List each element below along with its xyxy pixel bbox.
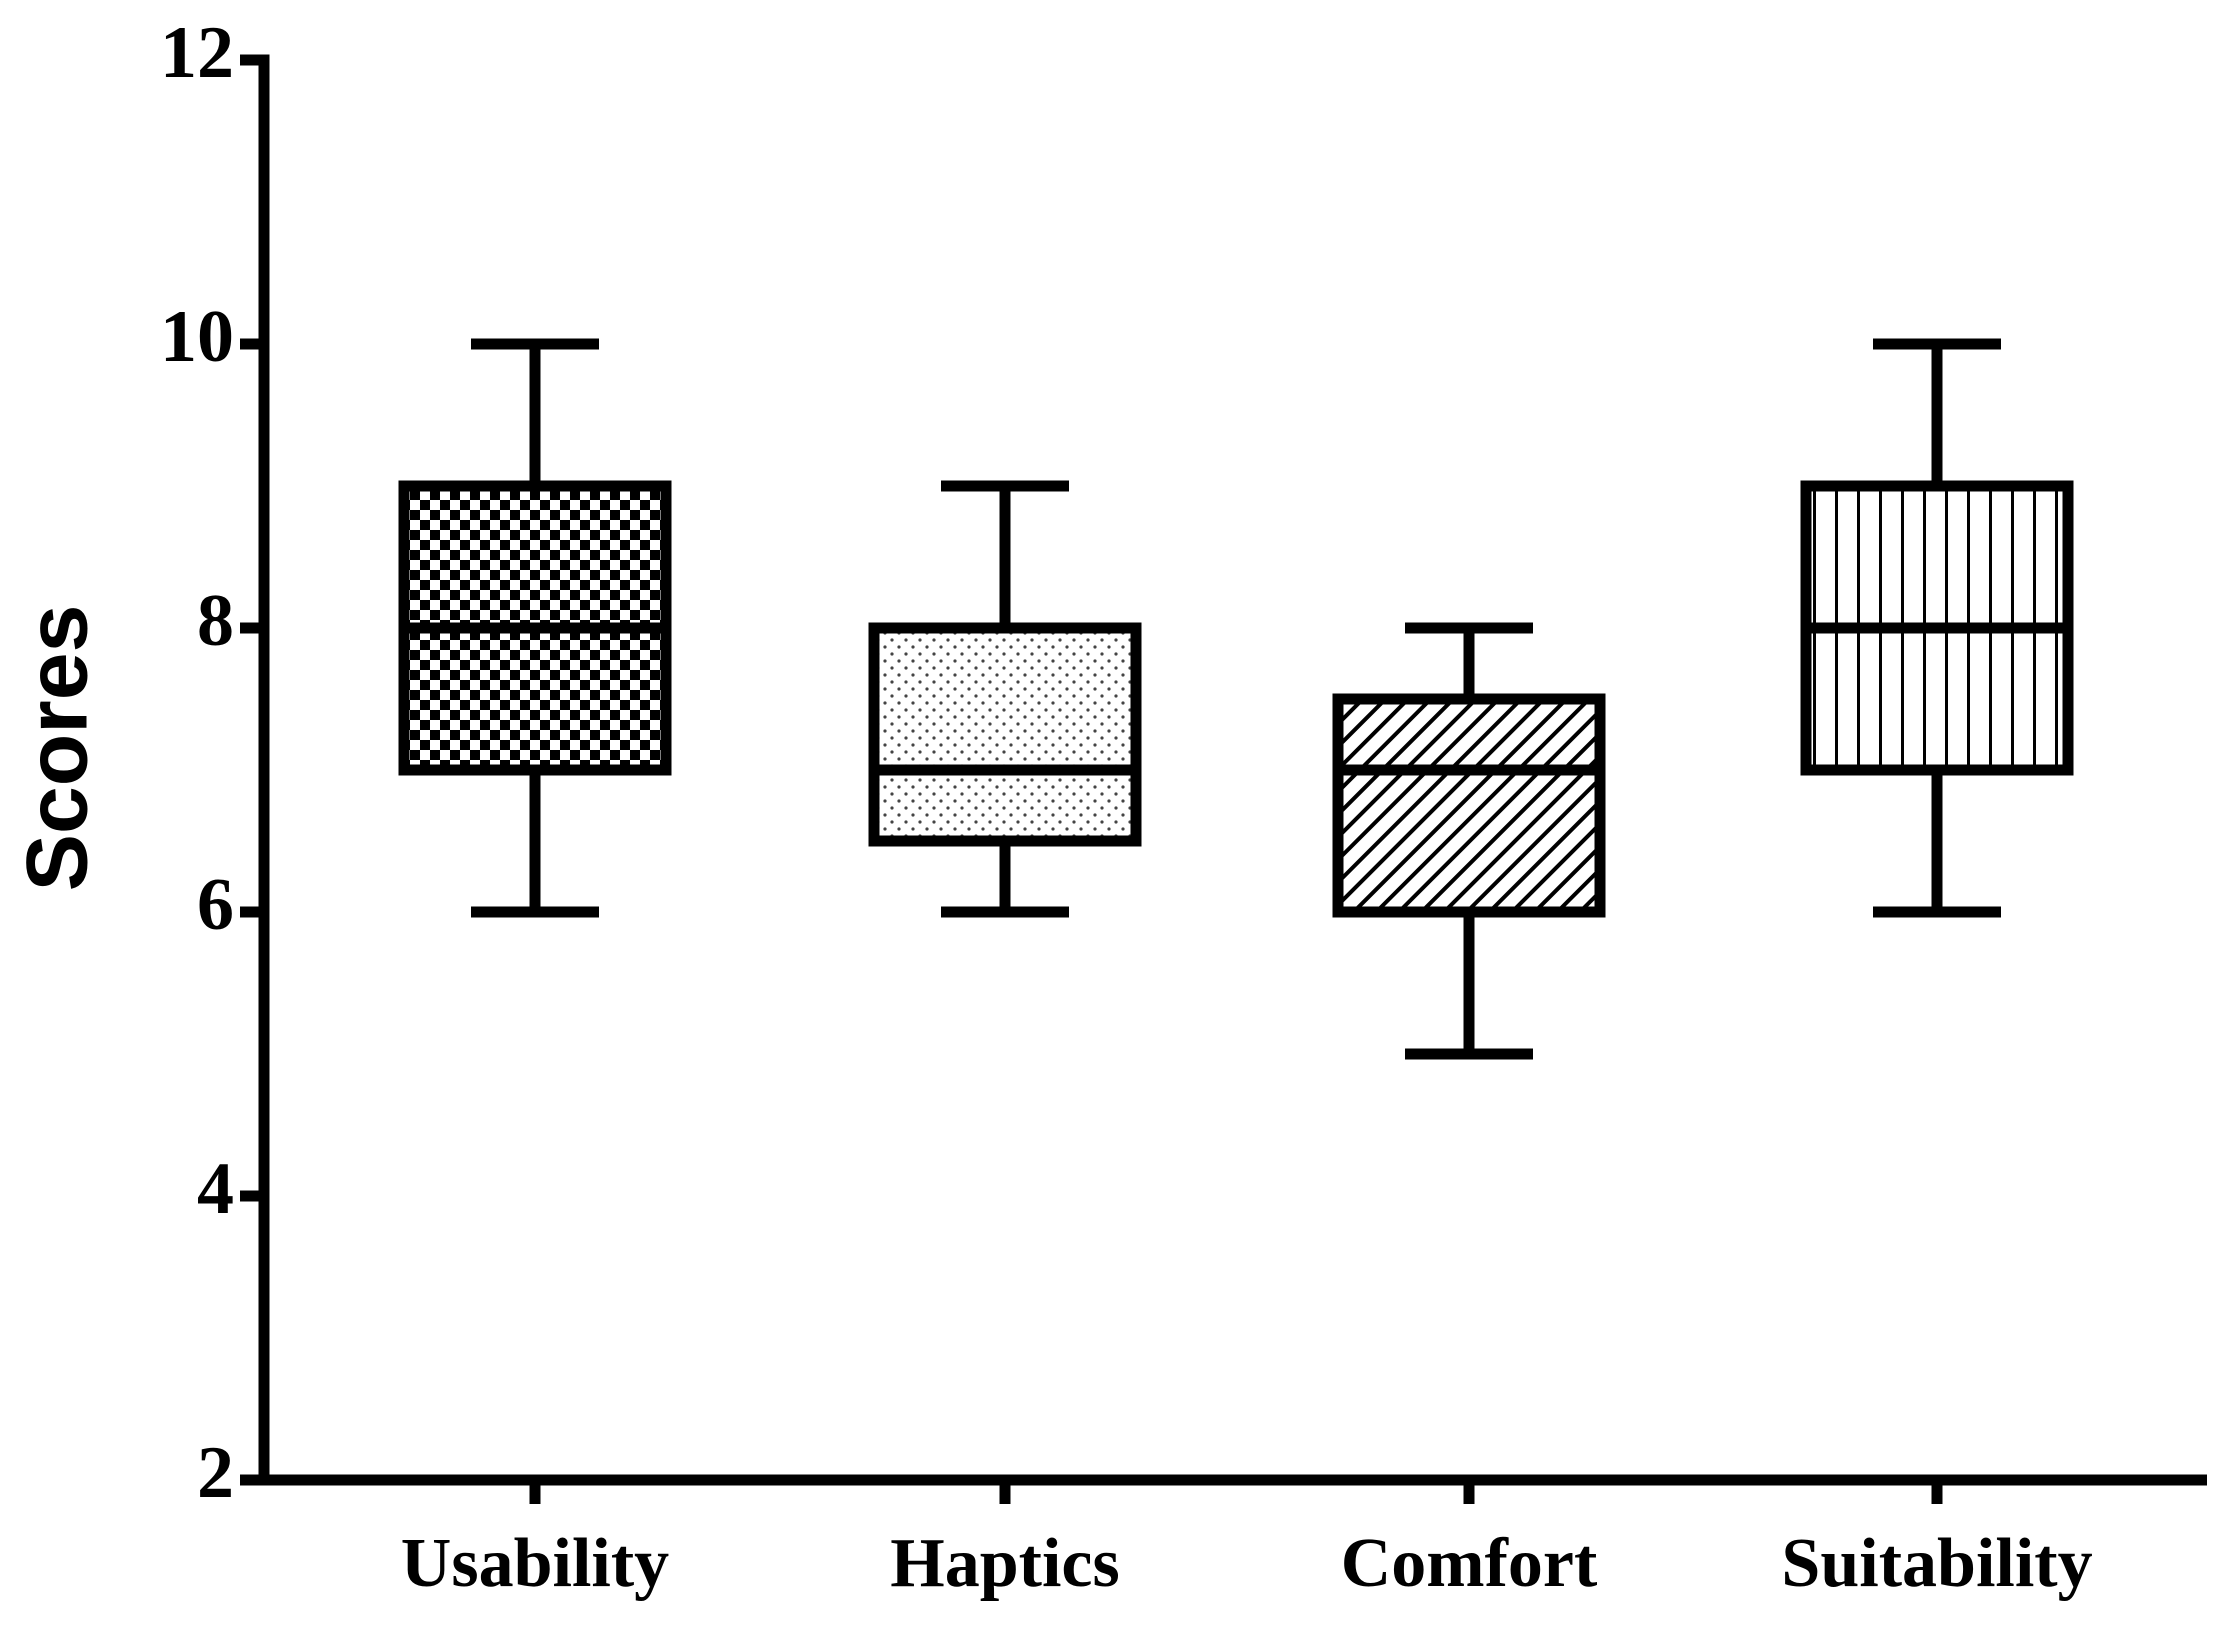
y-tick-label: 12	[160, 12, 234, 94]
x-tick-label: Suitability	[1781, 1525, 2092, 1602]
box	[1332, 693, 1606, 918]
y-tick-label: 6	[197, 864, 234, 946]
y-tick-label: 10	[160, 296, 234, 378]
x-tick-label: Haptics	[890, 1525, 1119, 1602]
x-tick-label: Comfort	[1341, 1525, 1598, 1602]
y-axis-label: Scores	[10, 605, 106, 892]
box	[868, 622, 1142, 847]
y-tick-label: 8	[197, 580, 234, 662]
y-tick-label: 2	[197, 1432, 234, 1514]
x-tick-label: Usability	[401, 1525, 669, 1602]
y-tick-label: 4	[197, 1148, 234, 1230]
